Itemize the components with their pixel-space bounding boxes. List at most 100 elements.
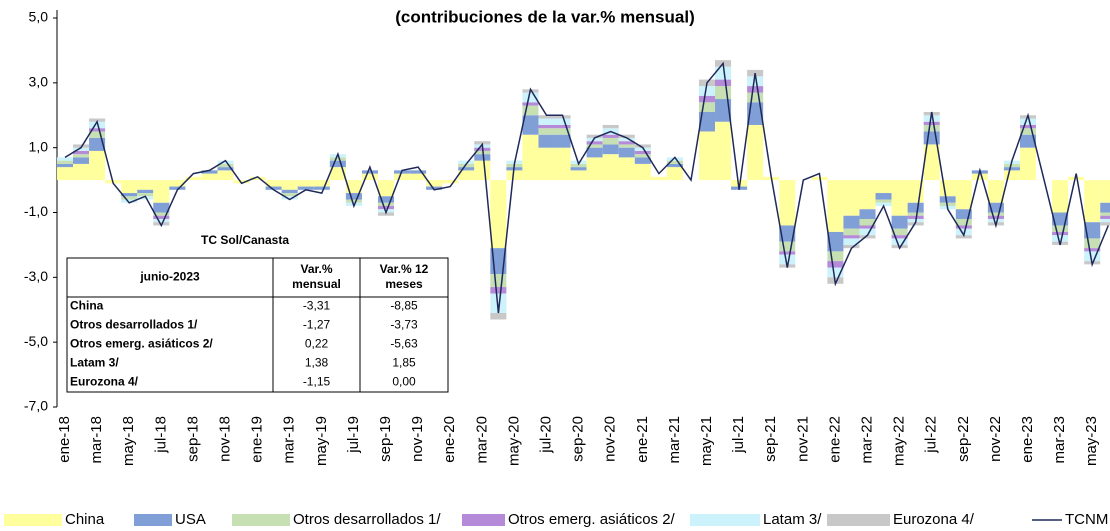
bar-segment	[538, 115, 555, 119]
bar-segment	[89, 131, 106, 138]
bar-segment	[410, 173, 427, 181]
y-tick-label: -7,0	[24, 398, 48, 414]
bar-segment	[281, 196, 298, 200]
x-tick-label: nov-21	[794, 416, 811, 462]
legend-swatch	[232, 514, 290, 526]
x-tick-label: mar-19	[281, 416, 298, 464]
bar-segment	[586, 157, 603, 181]
bar-segment	[698, 131, 716, 181]
bar-segment	[666, 167, 683, 181]
bar-segment	[666, 157, 683, 161]
bar-segment	[843, 215, 860, 229]
bar-segment	[827, 180, 844, 232]
bar-segment	[121, 196, 138, 200]
bar-segment	[586, 147, 603, 158]
bar-segment	[329, 157, 346, 161]
table-cell: Eurozona 4/	[70, 375, 139, 389]
bar-segment	[361, 173, 378, 181]
bar-segment	[1068, 176, 1085, 181]
table-cell: 1,38	[305, 356, 329, 370]
table-box	[66, 257, 449, 393]
bar-segment	[1084, 248, 1101, 252]
bar-segment	[955, 235, 972, 239]
bar-segment	[827, 251, 844, 262]
bar-segment	[1084, 222, 1101, 239]
bar-segment	[891, 215, 908, 229]
y-tick-label: 1,0	[29, 138, 49, 154]
bar-segment	[891, 235, 908, 239]
bar-segment	[923, 121, 940, 125]
bar-segment	[410, 170, 427, 174]
bar-segment	[217, 163, 234, 168]
bar-segment	[490, 312, 507, 320]
bar-segment	[345, 193, 362, 200]
bar-segment	[281, 180, 298, 190]
x-tick-label: ene-21	[634, 416, 651, 463]
bar-segment	[955, 228, 972, 236]
table-header: junio-2023	[139, 270, 200, 284]
x-tick-label: may-20	[505, 416, 522, 466]
bar-segment	[1100, 222, 1110, 226]
bar-segment	[73, 154, 90, 158]
bar-segment	[249, 176, 266, 181]
bar-segment	[939, 196, 956, 203]
bar-segment	[297, 180, 314, 187]
bar-segment	[73, 157, 90, 164]
bar-segment	[859, 209, 876, 219]
bar-segment	[522, 92, 539, 103]
table-cell: Latam 3/	[70, 356, 119, 370]
bar-segment	[442, 180, 459, 184]
bar-segment	[538, 124, 555, 129]
bar-segment	[747, 102, 764, 125]
bar-segment	[955, 209, 972, 219]
bar-segment	[1052, 235, 1069, 242]
bar-segment	[217, 170, 234, 181]
bar-segment	[666, 160, 683, 164]
bar-segment	[233, 180, 250, 184]
bar-segment	[73, 163, 90, 181]
table-cell: China	[70, 299, 104, 313]
line-series	[64, 61, 1109, 314]
bar-segment	[1019, 128, 1037, 135]
bar-segment	[618, 141, 635, 145]
bar-segment	[891, 228, 908, 236]
table-cell: 1,85	[392, 356, 416, 370]
bar-segment	[618, 137, 635, 142]
table-cell: -3,31	[303, 299, 331, 313]
bar-segment	[843, 228, 860, 236]
x-tick-label: mar-22	[858, 416, 875, 464]
bar-segment	[747, 124, 764, 181]
y-tick-label: 3,0	[29, 74, 49, 90]
bar-segment	[843, 238, 860, 245]
x-tick-label: mar-23	[1051, 416, 1068, 464]
table-cell: 0,00	[392, 375, 416, 389]
bar-segment	[201, 173, 218, 181]
x-tick-label: mar-20	[473, 416, 490, 464]
bar-segment	[987, 180, 1004, 203]
bar-segment	[859, 218, 876, 226]
bar-segment	[1019, 147, 1037, 181]
bar-segment	[923, 124, 940, 132]
bar-segment	[329, 167, 346, 181]
x-tick-label: sep-18	[184, 416, 201, 462]
bar-segment	[731, 180, 748, 187]
x-tick-label: sep-19	[377, 416, 394, 462]
bar-segment	[923, 144, 940, 181]
bar-segment	[153, 180, 170, 203]
bar-segment	[73, 144, 90, 148]
bar-segment	[89, 137, 106, 151]
x-tick-label: sep-22	[955, 416, 972, 462]
bar-segment	[634, 154, 651, 158]
bar-segment	[394, 173, 411, 181]
bar-segment	[426, 180, 443, 187]
bar-segment	[217, 167, 234, 171]
bar-segment	[1100, 212, 1110, 216]
bar-segment	[907, 212, 924, 216]
bar-segment	[474, 160, 491, 181]
bar-segment	[1084, 238, 1101, 249]
x-tick-label: sep-20	[570, 416, 587, 462]
bar-segment	[698, 86, 716, 96]
bar-segment	[538, 134, 555, 148]
bar-segment	[554, 124, 571, 129]
bar-segment	[377, 202, 395, 207]
